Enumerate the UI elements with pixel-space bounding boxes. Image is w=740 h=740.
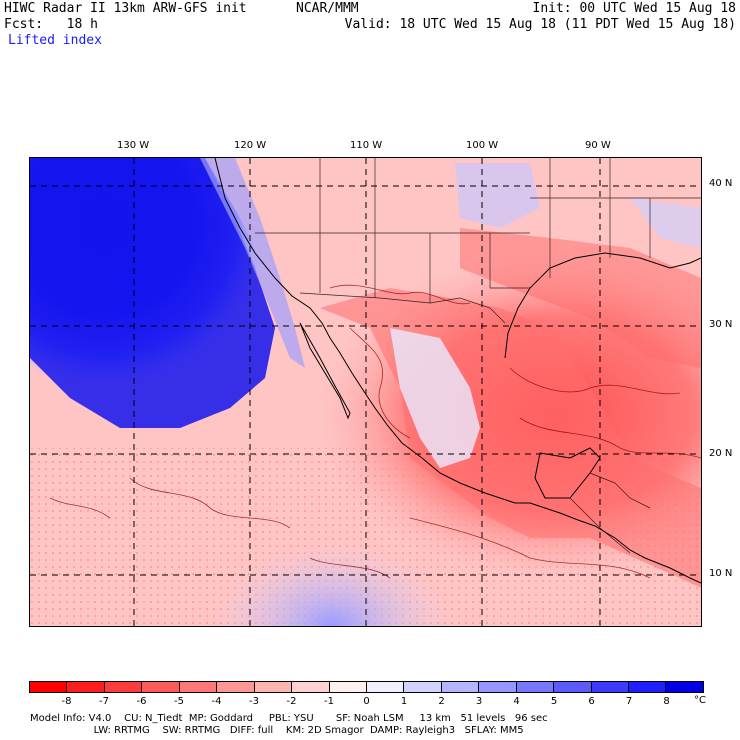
lon-label-110w: 110 W (350, 140, 383, 151)
model-title: HIWC Radar II 13km ARW-GFS init (4, 1, 247, 16)
colorbar-swatch (516, 682, 555, 692)
colorbar-tick-label: 8 (663, 696, 670, 707)
lat-lon-grid (30, 158, 701, 626)
colorbar-tick-label: 7 (625, 696, 633, 707)
political-borders (255, 158, 701, 554)
colorbar-swatch (30, 682, 68, 692)
colorbar-swatch (591, 682, 629, 692)
colorbar-tick-label: -4 (211, 696, 222, 707)
colorbar-swatch (292, 682, 330, 692)
forecast-hour: Fcst: 18 h (4, 17, 98, 32)
lat-label-10n: 10 N (709, 568, 733, 579)
colorbar-swatch (67, 682, 105, 692)
colorbar-swatch (366, 682, 405, 692)
field-name: Lifted index (8, 33, 102, 48)
lat-label-30n: 30 N (709, 319, 733, 330)
colorbar-swatch (217, 682, 255, 692)
colorbar-swatch (666, 682, 703, 692)
lon-label-100w: 100 W (466, 140, 499, 151)
colorbar-tick-label: 3 (475, 696, 483, 707)
colorbar-tick-label: -8 (61, 696, 72, 707)
lifted-index-map (29, 157, 702, 627)
valid-time: Valid: 18 UTC Wed 15 Aug 18 (11 PDT Wed … (344, 17, 736, 32)
colorbar-tick-label: 4 (513, 696, 520, 707)
colorbar-tick-label: 6 (588, 696, 595, 707)
colorbar-tick-label: 5 (550, 696, 558, 707)
colorbar-tick-label: -6 (136, 696, 147, 707)
institution-label: NCAR/MMM (296, 1, 359, 16)
lon-label-120w: 120 W (234, 140, 267, 151)
colorbar-swatch (479, 682, 517, 692)
lat-label-20n: 20 N (709, 448, 733, 459)
colorbar-swatch (404, 682, 442, 692)
colorbar-tick-label: -2 (286, 696, 297, 707)
colorbar (29, 681, 704, 693)
colorbar-tick-label: -3 (249, 696, 259, 707)
map-canvas (30, 157, 702, 626)
colorbar-tick-label: -5 (174, 696, 184, 707)
colorbar-tick-label: 1 (400, 696, 408, 707)
lat-label-40n: 40 N (709, 178, 733, 189)
colorbar-swatch (104, 682, 143, 692)
lon-label-90w: 90 W (585, 140, 611, 151)
init-time: Init: 00 UTC Wed 15 Aug 18 (532, 1, 737, 16)
colorbar-swatch (254, 682, 293, 692)
colorbar-unit: °C (694, 695, 706, 706)
colorbar-swatch (329, 682, 367, 692)
contours (49, 284, 702, 579)
colorbar-swatch (629, 682, 667, 692)
model-info-line1: Model Info: V4.0 CU: N_Tiedt MP: Goddard… (30, 713, 548, 724)
colorbar-tick-label: 2 (438, 696, 445, 707)
colorbar-swatch (554, 682, 592, 692)
colorbar-tick-label: -1 (324, 696, 334, 707)
colorbar-swatch (179, 682, 218, 692)
lon-label-130w: 130 W (117, 140, 150, 151)
colorbar-tick-label: 0 (363, 696, 370, 707)
colorbar-tick-label: -7 (99, 696, 109, 707)
colorbar-swatch (441, 682, 480, 692)
colorbar-swatch (142, 682, 180, 692)
model-info-line2: LW: RRTMG SW: RRTMG DIFF: full KM: 2D Sm… (30, 725, 524, 736)
